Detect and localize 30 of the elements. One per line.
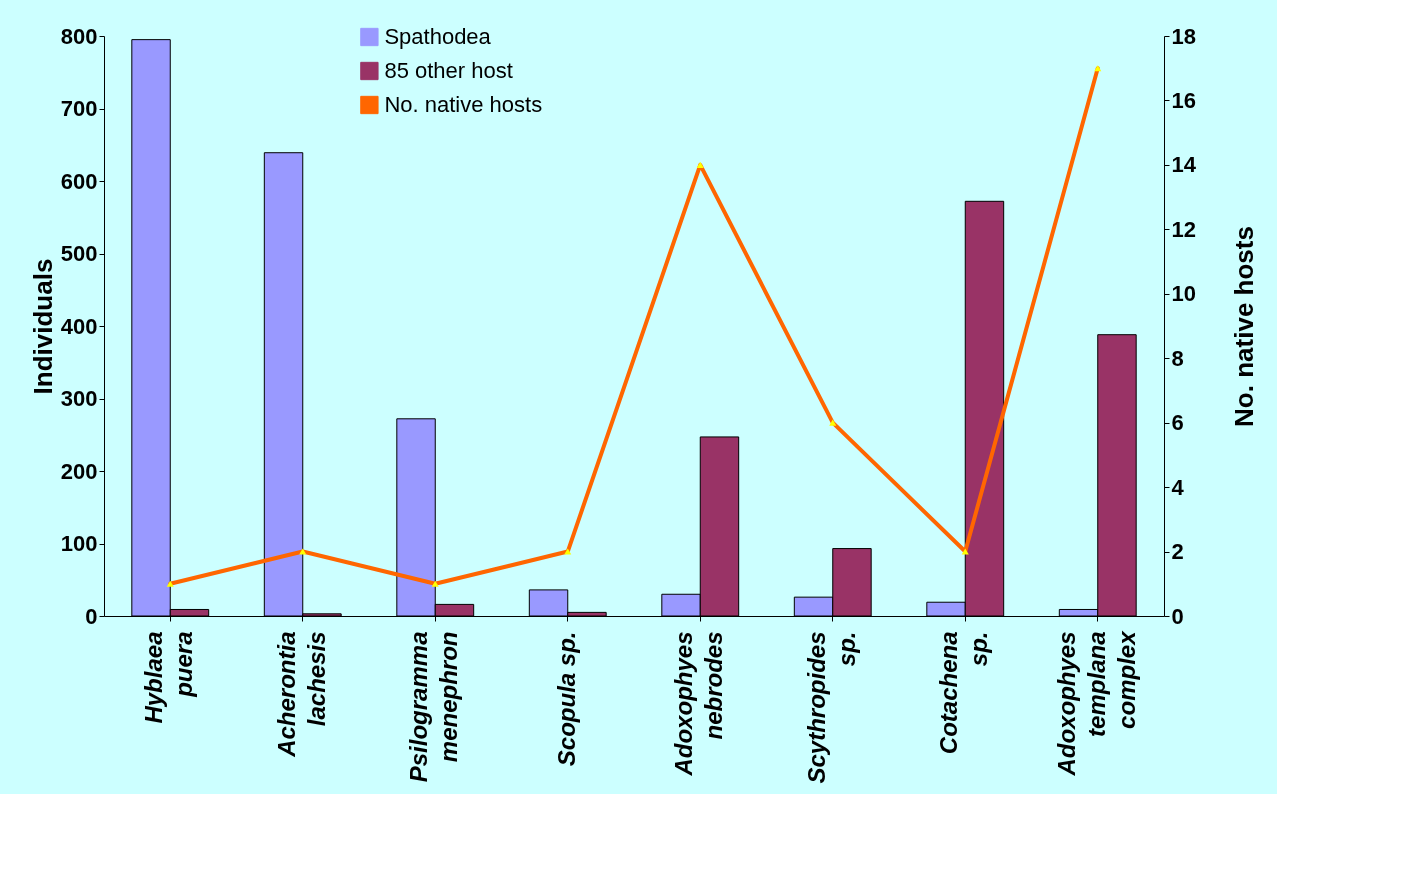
y-tick-label: 100: [60, 531, 98, 556]
y2-tick-label: 18: [1171, 23, 1196, 49]
y-tick-label: 700: [60, 96, 98, 121]
y2-tick-label: 12: [1171, 216, 1196, 242]
y-tick-label: 200: [60, 458, 98, 484]
y2-tick-label: 8: [1171, 345, 1184, 371]
x-tick-label: Scopula sp.: [552, 631, 580, 767]
y-tick-label: 500: [60, 241, 98, 266]
legend-label: 85 other host: [384, 58, 513, 83]
x-tick-label: Scythropides sp.: [802, 631, 860, 784]
y-tick-label: 400: [60, 313, 98, 339]
x-tick-label: Cotachena sp.: [935, 631, 993, 755]
y-tick-label: 800: [60, 23, 98, 49]
legend-label: No. native hosts: [384, 92, 543, 117]
y2-tick-label: 16: [1171, 87, 1196, 113]
y-tick-label: 0: [85, 603, 98, 629]
y2-tick-label: 0: [1171, 603, 1184, 629]
y2-tick-label: 4: [1171, 474, 1185, 500]
y-tick-label: 600: [60, 168, 98, 194]
x-tick-label: Adoxophyes nebrodes: [670, 631, 728, 777]
y2-tick-label: 10: [1171, 281, 1196, 307]
y2-tick-label: 14: [1171, 152, 1197, 178]
x-tick-label: Acherontia lachesis: [272, 631, 330, 758]
x-tick-label: Hyblaea puera: [140, 631, 198, 724]
legend-label: Spathodea: [384, 24, 492, 49]
y-axis-title: Individuals: [27, 258, 58, 395]
y2-axis-title: No. native hosts: [1228, 226, 1259, 427]
y-tick-label: 300: [60, 386, 98, 411]
y2-tick-label: 6: [1171, 410, 1184, 436]
y2-tick-label: 2: [1171, 539, 1184, 565]
